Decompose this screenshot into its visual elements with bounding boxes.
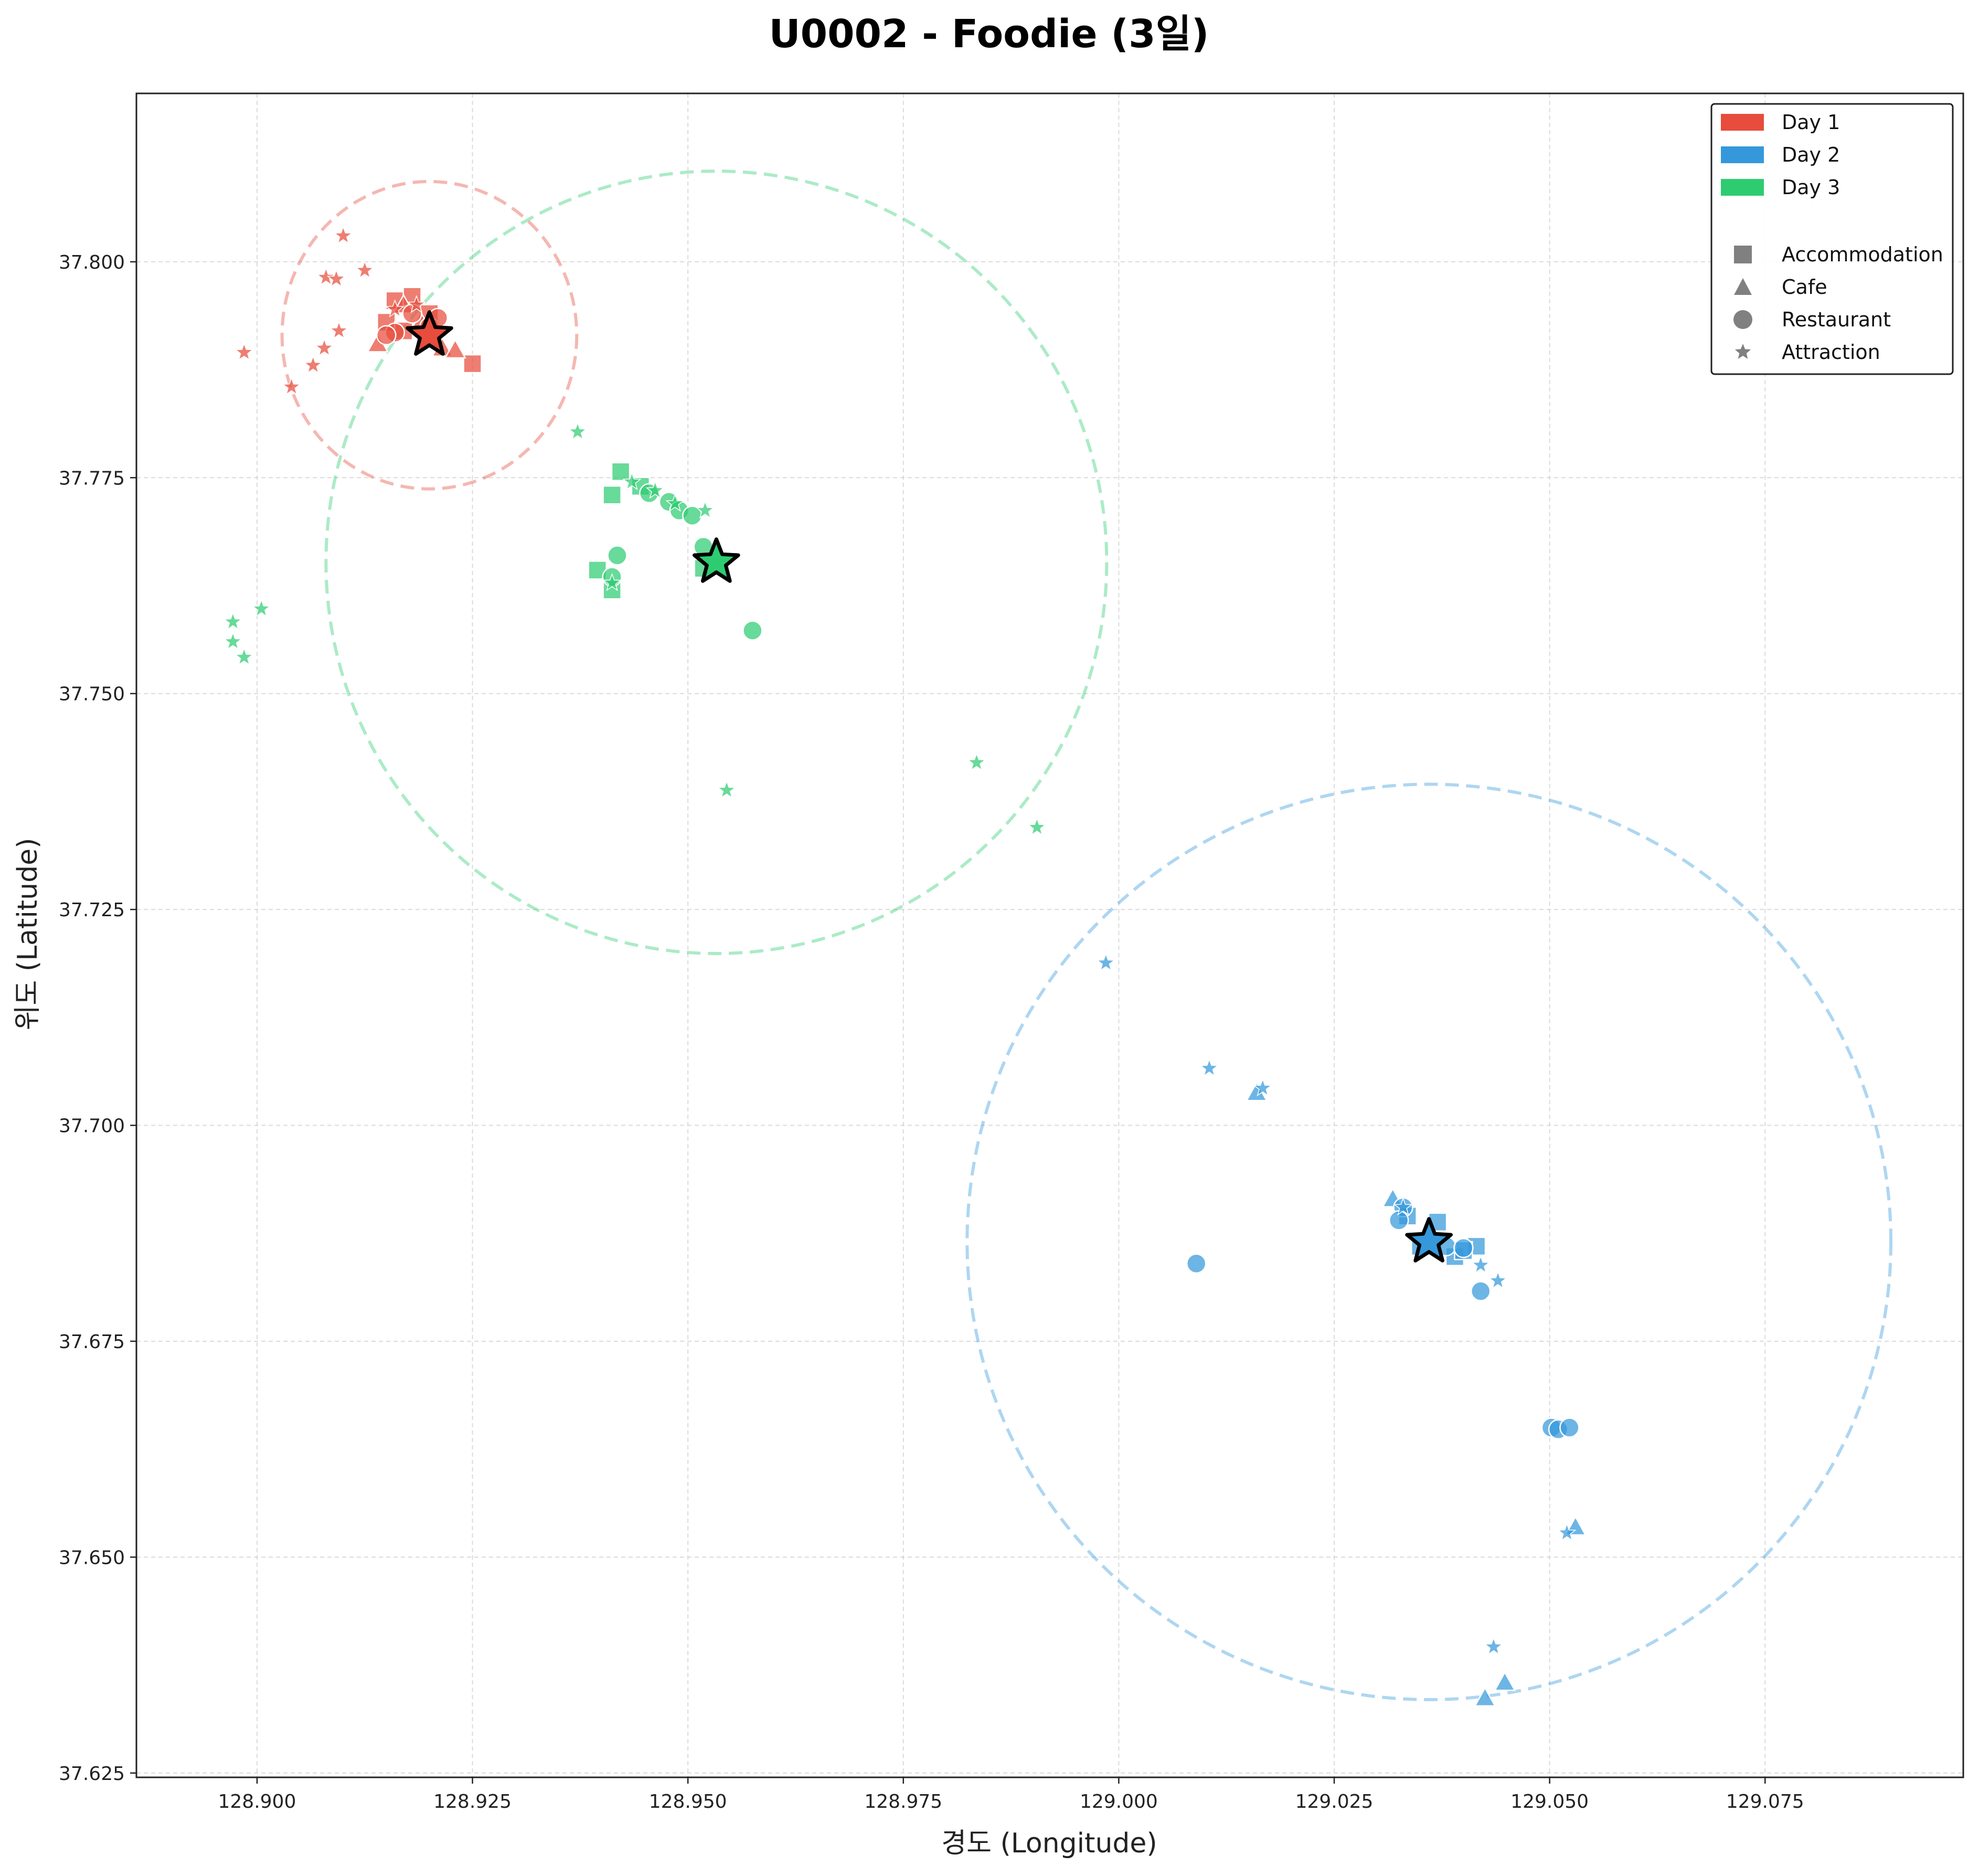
legend-label: Day 1 xyxy=(1782,111,1840,134)
y-tick-label: 37.725 xyxy=(59,899,125,921)
y-axis-ticks: 37.625 37.650 37.675 37.700 37.725 37.750 37.7… xyxy=(59,252,136,1785)
grid xyxy=(136,93,1963,1777)
day-2-cafe-point xyxy=(1494,1671,1516,1691)
day-3-restaurant-point xyxy=(607,545,627,566)
x-tick-label: 128.950 xyxy=(649,1791,727,1813)
center-markers xyxy=(406,310,1453,1263)
day-1-attraction-point xyxy=(385,299,405,317)
x-tick-label: 128.925 xyxy=(433,1791,512,1813)
data-points xyxy=(223,226,1587,1707)
y-tick-label: 37.675 xyxy=(59,1331,125,1353)
day-1-attraction-point xyxy=(333,226,353,245)
day-1-attraction-point xyxy=(316,267,336,286)
day-2-attraction-point xyxy=(1557,1523,1577,1541)
legend-label: Attraction xyxy=(1782,341,1880,364)
day-2-attraction-point xyxy=(1488,1270,1508,1289)
day-2-restaurant-point xyxy=(1559,1417,1580,1438)
x-tick-label: 129.075 xyxy=(1726,1791,1804,1813)
legend-swatch-day-3 xyxy=(1721,179,1764,196)
day-3-attraction-point xyxy=(568,421,588,440)
legend-label: Cafe xyxy=(1782,275,1827,299)
day-3-center-marker xyxy=(693,537,740,583)
legend: Day 1 Day 2 Day 3 Accommodation Cafe Restaura… xyxy=(1710,103,1954,375)
day-2-attraction-point xyxy=(1471,1255,1491,1274)
day-3-attraction-point xyxy=(717,780,737,799)
day-3-spread-circle xyxy=(324,169,1109,956)
plot-background xyxy=(136,93,1963,1777)
x-tick-label: 129.025 xyxy=(1295,1791,1374,1813)
day-1-restaurant-point xyxy=(376,325,397,346)
legend-label: Day 2 xyxy=(1782,143,1840,166)
day-2-attraction-point xyxy=(1393,1197,1413,1216)
day-3-attraction-point xyxy=(695,500,715,519)
day-1-attraction-point xyxy=(355,260,375,279)
x-axis-label: 경도 (Longitude) xyxy=(941,1828,1157,1859)
day-1-attraction-point xyxy=(235,342,254,361)
legend-swatch-day-2 xyxy=(1721,146,1764,163)
legend-label: Restaurant xyxy=(1782,308,1891,331)
day-1-attraction-point xyxy=(314,338,334,356)
x-tick-label: 128.975 xyxy=(864,1791,942,1813)
day-2-restaurant-point xyxy=(1186,1253,1207,1274)
cafe-legend-icon xyxy=(1734,278,1752,295)
plot-area xyxy=(135,92,1964,1778)
day-3-attraction-point xyxy=(251,599,271,617)
chart-title: U0002 - Foodie (3일) xyxy=(769,12,1209,57)
plot-frame xyxy=(135,92,1964,1778)
day-3-attraction-point xyxy=(622,472,642,491)
day-2-attraction-point xyxy=(1484,1637,1504,1656)
restaurant-legend-icon xyxy=(1733,310,1752,329)
x-tick-label: 129.050 xyxy=(1510,1791,1589,1813)
day-3-attraction-point xyxy=(645,480,665,499)
legend-label: Accommodation xyxy=(1782,243,1943,266)
x-tick-label: 129.000 xyxy=(1080,1791,1158,1813)
y-tick-label: 37.775 xyxy=(59,468,125,489)
accommodation-legend-icon xyxy=(1734,246,1752,263)
day-1-attraction-point xyxy=(326,269,346,288)
day-3-restaurant-point xyxy=(742,620,763,641)
day-1-spread-circle xyxy=(280,179,579,491)
day-2-restaurant-point xyxy=(1470,1281,1491,1301)
day-2-attraction-point xyxy=(1096,953,1115,971)
y-tick-label: 37.700 xyxy=(59,1116,125,1137)
day-3-attraction-point xyxy=(665,493,685,512)
day-1-attraction-point xyxy=(282,377,301,396)
day-1-accommodation-point xyxy=(463,354,482,374)
day-2-cafe-point xyxy=(1474,1687,1496,1707)
legend-frame xyxy=(1710,103,1954,375)
day-1-attraction-point xyxy=(329,321,349,340)
spread-circles xyxy=(280,169,1893,1701)
day-3-attraction-point xyxy=(967,752,986,771)
day-1-attraction-point xyxy=(303,355,323,374)
day-2-attraction-point xyxy=(1253,1078,1273,1097)
day-2-attraction-point xyxy=(1199,1058,1219,1077)
day-3-attraction-point xyxy=(235,647,254,666)
y-axis-label: 위도 (Latitude) xyxy=(12,838,44,1031)
day-3-attraction-point xyxy=(223,631,243,650)
day-1-attraction-point xyxy=(407,295,427,313)
legend-label: Day 3 xyxy=(1782,176,1840,199)
day-3-accommodation-point xyxy=(602,485,622,505)
attraction-legend-icon xyxy=(1735,344,1751,359)
day-2-restaurant-point xyxy=(1453,1237,1474,1258)
x-tick-label: 128.900 xyxy=(218,1791,296,1813)
day-2-spread-circle xyxy=(965,782,1893,1701)
y-tick-label: 37.750 xyxy=(59,684,125,705)
day-3-accommodation-point xyxy=(611,462,631,482)
y-tick-label: 37.625 xyxy=(59,1763,125,1785)
day-1-center-marker xyxy=(406,310,453,356)
x-axis-ticks: 128.900 128.925 128.950 128.975 129.000 129.0… xyxy=(218,1777,1804,1813)
y-tick-label: 37.650 xyxy=(59,1547,125,1568)
day-3-attraction-point xyxy=(602,573,622,591)
day-2-center-marker xyxy=(1405,1217,1453,1263)
y-tick-label: 37.800 xyxy=(59,252,125,273)
day-3-attraction-point xyxy=(1027,817,1047,836)
day-3-attraction-point xyxy=(223,611,243,630)
legend-swatch-day-1 xyxy=(1721,114,1764,131)
day-1-cafe-point xyxy=(444,338,466,359)
